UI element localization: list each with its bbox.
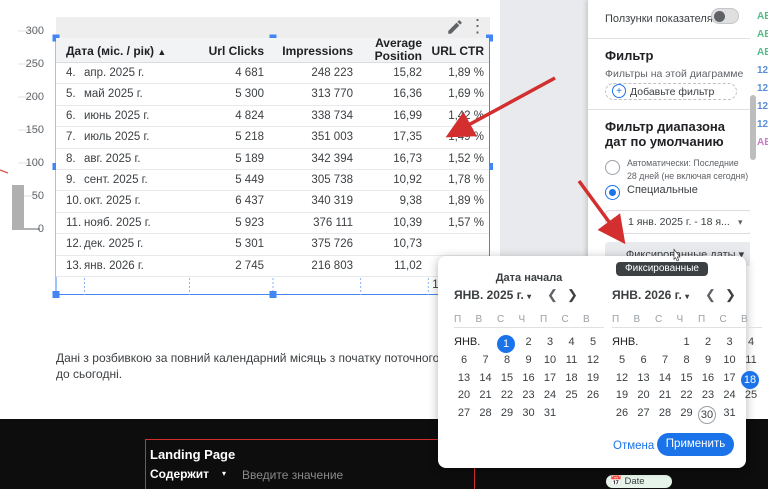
svg-text:100: 100	[26, 157, 44, 169]
svg-text:200: 200	[26, 91, 44, 103]
svg-text:250: 250	[26, 58, 44, 70]
svg-text:300: 300	[26, 25, 44, 37]
svg-text:50: 50	[32, 190, 44, 202]
svg-text:0: 0	[38, 223, 44, 235]
svg-text:150: 150	[26, 124, 44, 136]
